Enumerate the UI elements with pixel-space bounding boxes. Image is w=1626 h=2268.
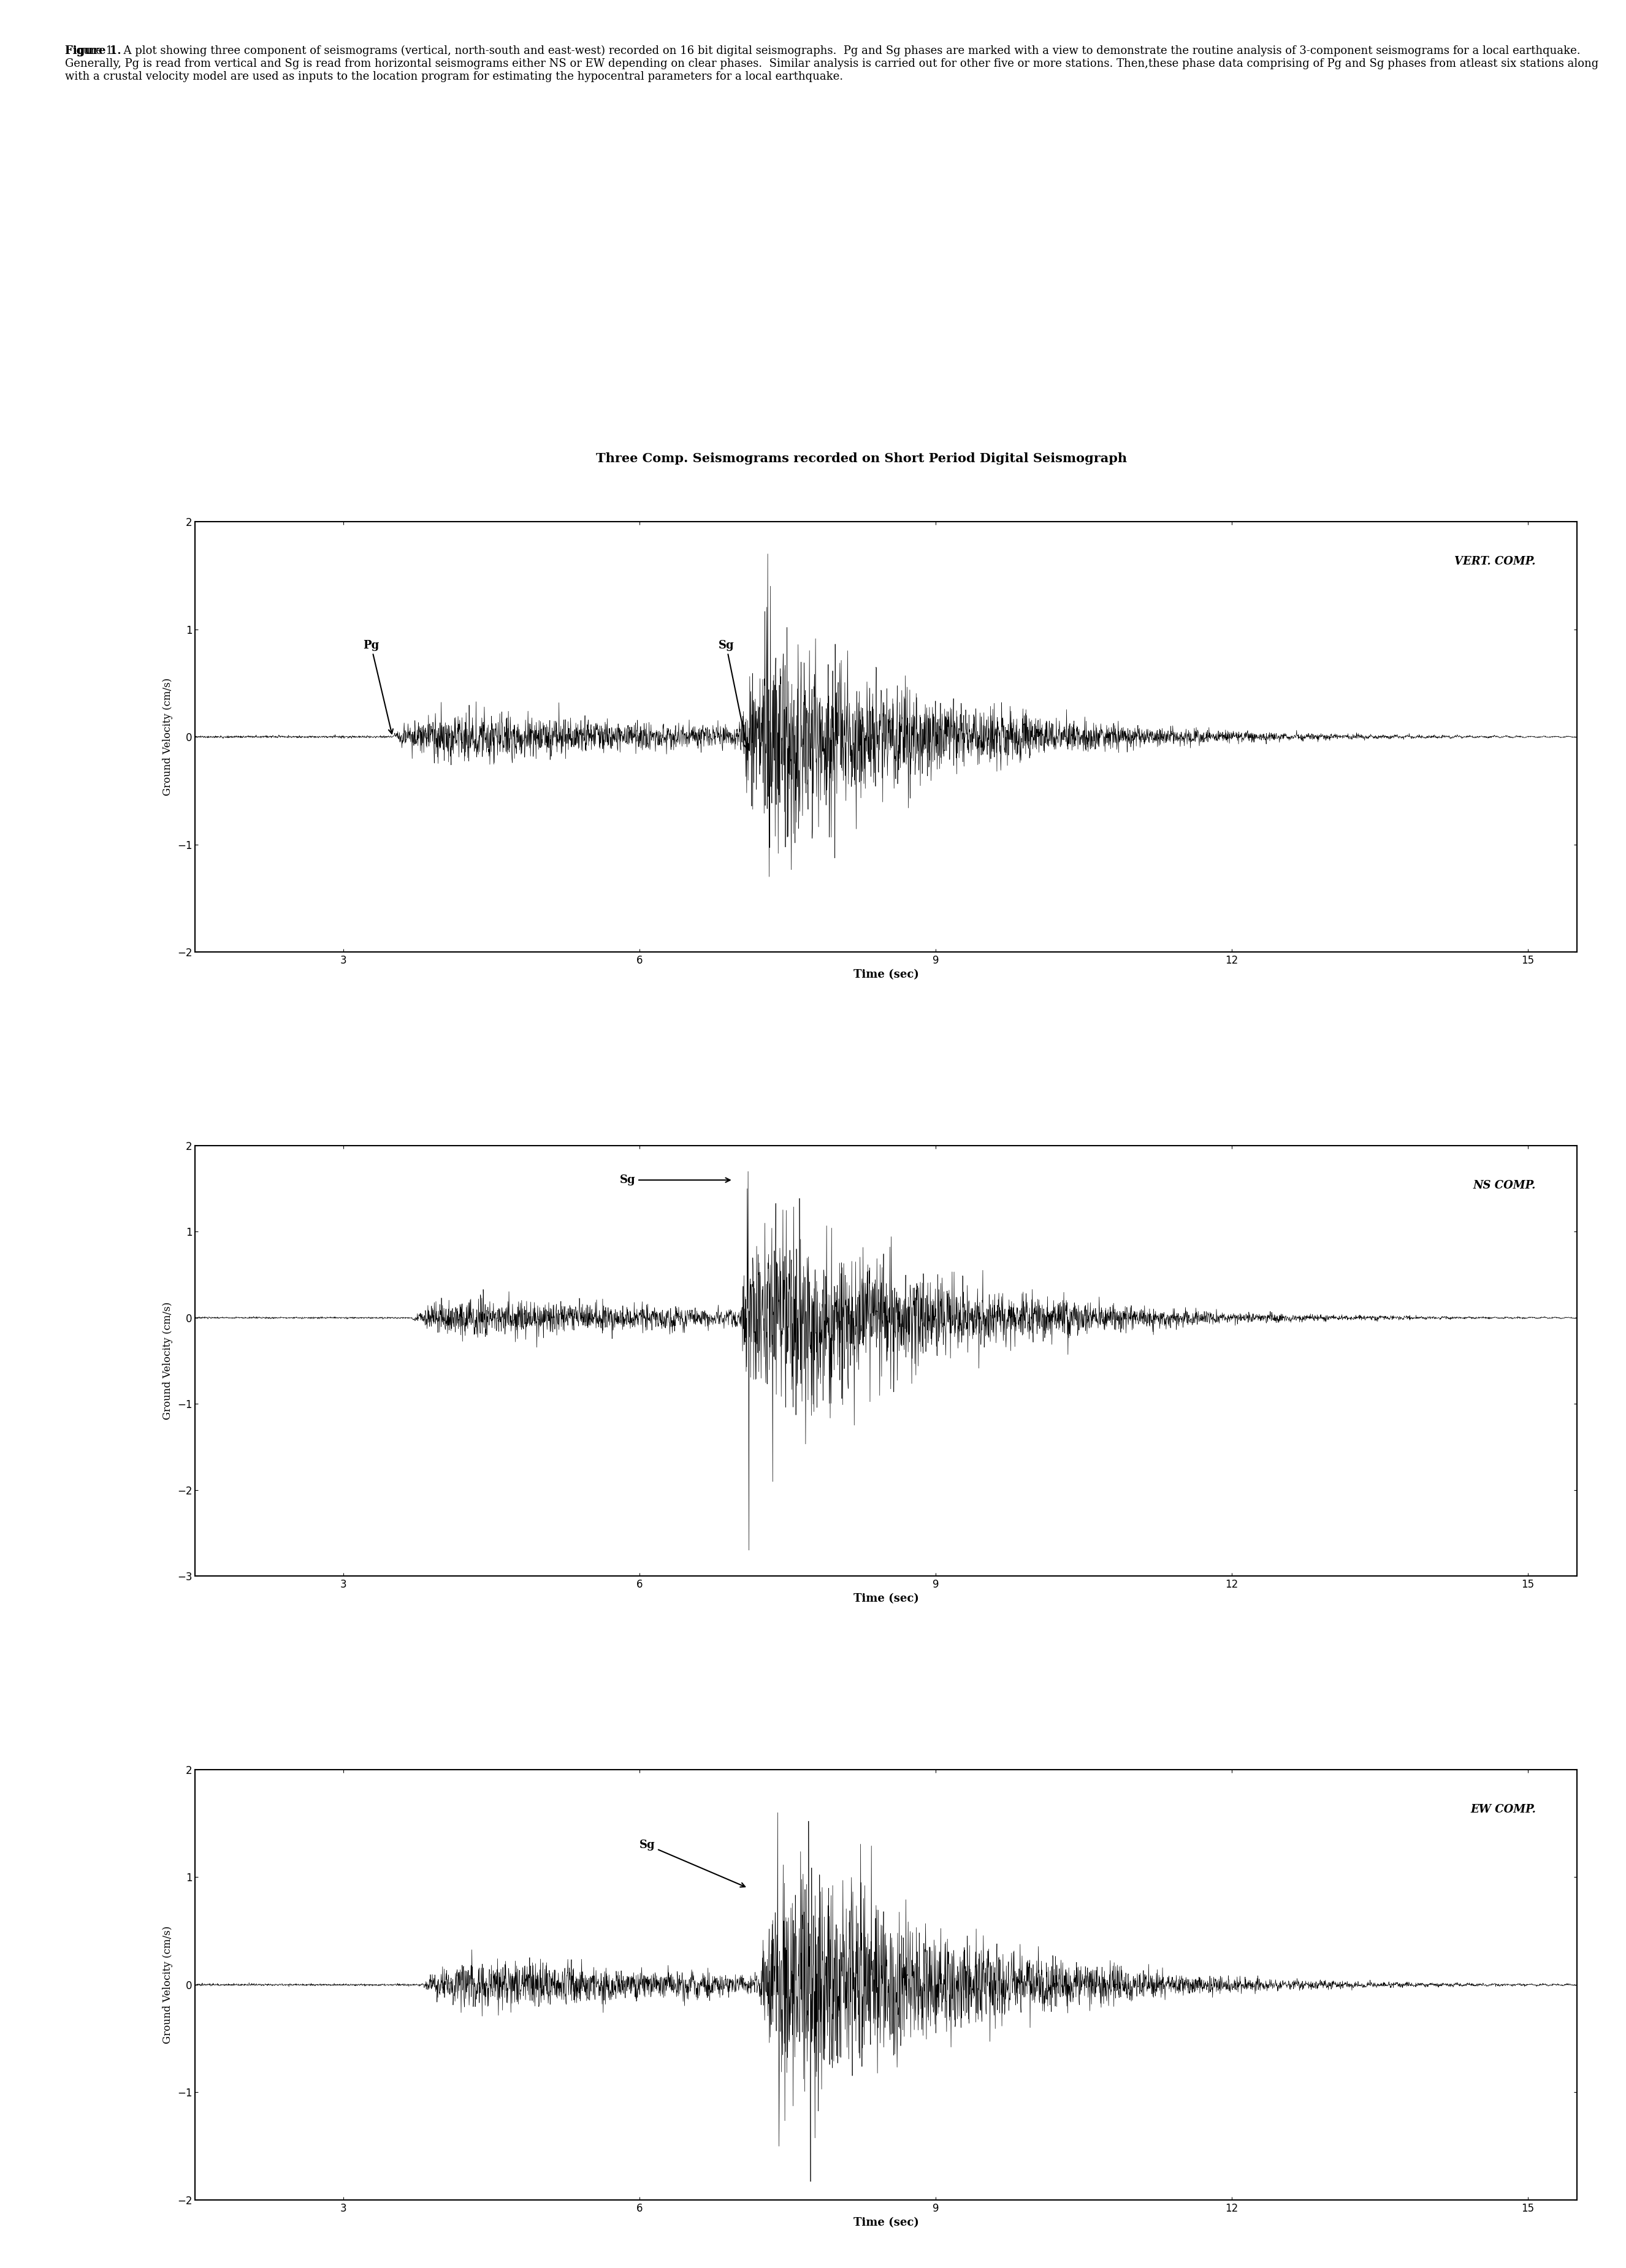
Text: Sg: Sg (639, 1839, 745, 1887)
Text: NS COMP.: NS COMP. (1473, 1179, 1535, 1191)
Text: Sg: Sg (620, 1175, 730, 1186)
Text: VERT. COMP.: VERT. COMP. (1455, 556, 1535, 567)
Text: Figure 1.: Figure 1. (65, 45, 122, 57)
Text: Pg: Pg (363, 640, 393, 735)
Text: Figure 1.  A plot showing three component of seismograms (vertical, north-south : Figure 1. A plot showing three component… (65, 45, 1598, 82)
Text: Sg: Sg (719, 640, 748, 748)
Y-axis label: Ground Velocity (cm/s): Ground Velocity (cm/s) (163, 1302, 172, 1420)
Y-axis label: Ground Velocity (cm/s): Ground Velocity (cm/s) (163, 678, 172, 796)
X-axis label: Time (sec): Time (sec) (854, 2218, 919, 2229)
X-axis label: Time (sec): Time (sec) (854, 968, 919, 980)
Text: Three Comp. Seismograms recorded on Short Period Digital Seismograph: Three Comp. Seismograms recorded on Shor… (597, 454, 1127, 465)
X-axis label: Time (sec): Time (sec) (854, 1594, 919, 1603)
Text: EW COMP.: EW COMP. (1470, 1803, 1535, 1814)
Y-axis label: Ground Velocity (cm/s): Ground Velocity (cm/s) (163, 1926, 172, 2043)
